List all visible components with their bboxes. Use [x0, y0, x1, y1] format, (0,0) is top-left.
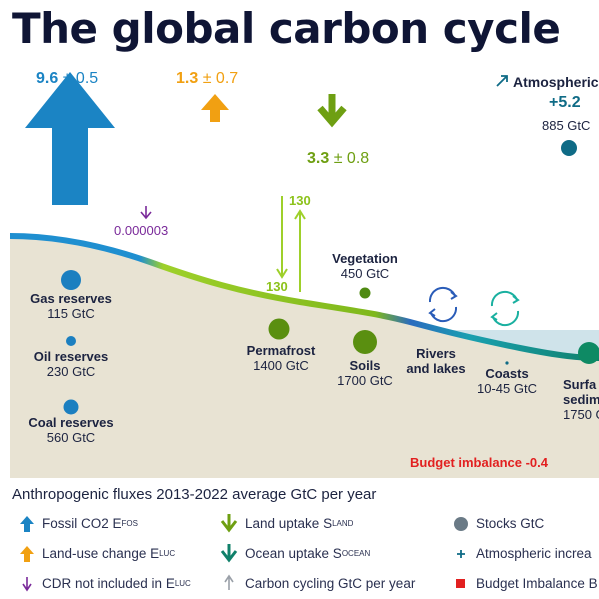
- page-title: The global carbon cycle: [12, 4, 561, 53]
- permafrost-value: 1400 GtC: [253, 358, 309, 373]
- surface-sediments-name-1: Surfa: [563, 377, 597, 392]
- legend-atm-increase-text: Atmospheric increa: [476, 546, 592, 561]
- vegetation-value: 450 GtC: [340, 266, 390, 281]
- legend-item-oceanuptake: Ocean uptake S OCEAN: [245, 546, 370, 561]
- legend-fossil-icon: [20, 516, 34, 532]
- soils-name: Soils: [349, 358, 381, 373]
- coasts-label: Coasts 10-45 GtC: [477, 366, 537, 396]
- cycling-up-arrow-icon: [294, 209, 306, 292]
- surface-sediment-circle: [578, 342, 599, 364]
- legend-atm-increase-icon: [457, 550, 465, 558]
- landuse-flux-label: 1.3 ± 0.7: [176, 70, 238, 88]
- legend-landuptake-icon: [220, 514, 238, 533]
- permafrost-stock-circle: [268, 318, 290, 340]
- ground-area: [10, 236, 599, 478]
- coal-stock-circle: [63, 399, 79, 415]
- legend-oceanuptake-icon: [220, 544, 238, 563]
- coal-reserves-value: 560 GtC: [46, 430, 96, 445]
- land-uptake-arrow-icon: [317, 94, 347, 128]
- fossil-flux-arrow-icon: [25, 72, 115, 205]
- vegetation-stock-circle: [359, 287, 371, 299]
- cycling-down-arrow-icon: [276, 196, 288, 279]
- legend-stocks-icon: [454, 517, 468, 531]
- rivers-cycle-icon: [428, 286, 458, 323]
- surface-sediments-name-2: sedime: [563, 392, 599, 407]
- cycling-down-value: 130: [266, 279, 288, 294]
- budget-imbalance-label: Budget imbalance -0.4: [410, 455, 548, 470]
- vegetation-label: Vegetation 450 GtC: [332, 251, 398, 281]
- coasts-cycle-icon: [490, 290, 520, 327]
- coasts-stock-circle: [505, 361, 509, 365]
- surface-sediments-value: 1750 G: [563, 407, 599, 422]
- oil-reserves-name: Oil reserves: [33, 349, 109, 364]
- permafrost-name: Permafrost: [246, 343, 316, 358]
- legend-cycling-icon: [224, 574, 234, 590]
- cycling-up-value: 130: [289, 193, 311, 208]
- gas-stock-circle: [61, 270, 81, 290]
- legend-cdr-sub: LUC: [174, 579, 191, 588]
- rivers-label: Rivers and lakes: [406, 346, 465, 376]
- legend-item-cdr: CDR not included in E LUC: [42, 576, 191, 591]
- gas-reserves-label: Gas reserves 115 GtC: [30, 291, 112, 321]
- coal-reserves-label: Coal reserves 560 GtC: [28, 415, 113, 445]
- vegetation-name: Vegetation: [332, 251, 398, 266]
- cdr-flux-value: 0.000003: [114, 223, 169, 238]
- legend-item-imbalance: Budget Imbalance B: [476, 576, 598, 591]
- land-surface-line: [9, 233, 599, 361]
- atmospheric-increase-icon: [496, 75, 508, 87]
- legend-cycling-text: Carbon cycling GtC per year: [245, 576, 416, 591]
- legend-landuse-icon: [20, 546, 34, 562]
- atmospheric-increase-value: +5.2: [549, 94, 581, 111]
- land-uptake-flux-value: 3.3: [307, 150, 330, 167]
- legend-cdr-text: CDR not included in E: [42, 576, 175, 591]
- legend-oceanuptake-text: Ocean uptake S: [245, 546, 342, 561]
- legend-landuse-text: Land-use change E: [42, 546, 160, 561]
- rivers-name-2: and lakes: [406, 361, 466, 376]
- legend-item-fossil: Fossil CO2 E FOS: [42, 516, 138, 531]
- legend-oceanuptake-sub: OCEAN: [341, 549, 371, 558]
- atmospheric-stock-value: 885 GtC: [542, 118, 591, 133]
- landuse-flux-value: 1.3: [176, 70, 199, 87]
- land-uptake-flux-label: 3.3 ± 0.8: [307, 150, 369, 168]
- legend-imbalance-icon: [456, 579, 465, 588]
- coasts-value: 10-45 GtC: [477, 381, 537, 396]
- coasts-name: Coasts: [485, 366, 529, 381]
- legend-item-landuse: Land-use change E LUC: [42, 546, 175, 561]
- landuse-flux-arrow-icon: [201, 94, 229, 122]
- legend-imbalance-text: Budget Imbalance B: [476, 576, 598, 591]
- soils-stock-circle: [353, 330, 377, 354]
- soils-value: 1700 GtC: [337, 373, 393, 388]
- legend-item-atm-increase: Atmospheric increa: [476, 546, 592, 561]
- fossil-flux-pm: ± 0.5: [62, 70, 99, 87]
- landuse-flux-pm: ± 0.7: [202, 70, 239, 87]
- permafrost-label: Permafrost 1400 GtC: [247, 343, 316, 373]
- oil-reserves-label: Oil reserves 230 GtC: [34, 349, 108, 379]
- gas-reserves-value: 115 GtC: [47, 306, 95, 321]
- gas-reserves-name: Gas reserves: [30, 291, 112, 306]
- cdr-arrow-icon: [140, 206, 152, 220]
- land-uptake-flux-pm: ± 0.8: [333, 150, 370, 167]
- legend-stocks-text: Stocks GtC: [476, 516, 545, 531]
- coal-reserves-name: Coal reserves: [28, 415, 114, 430]
- legend-landuse-sub: LUC: [159, 549, 176, 558]
- legend-fossil-sub: FOS: [121, 519, 138, 528]
- surface-sediments-label: Surfa sedime 1750 G: [563, 377, 599, 422]
- fossil-flux-value: 9.6: [36, 70, 59, 87]
- legend-landuptake-text: Land uptake S: [245, 516, 333, 531]
- oil-stock-circle: [66, 336, 76, 346]
- legend-fossil-text: Fossil CO2 E: [42, 516, 122, 531]
- atmospheric-label: Atmospheric: [513, 74, 599, 90]
- soils-label: Soils 1700 GtC: [337, 358, 393, 388]
- legend-item-stocks: Stocks GtC: [476, 516, 544, 531]
- fossil-flux-label: 9.6 ± 0.5: [36, 70, 98, 88]
- rivers-name-1: Rivers: [416, 346, 456, 361]
- legend-cdr-icon: [22, 577, 32, 592]
- legend-item-landuptake: Land uptake S LAND: [245, 516, 353, 531]
- legend-item-cycling: Carbon cycling GtC per year: [245, 576, 415, 591]
- legend-landuptake-sub: LAND: [332, 519, 354, 528]
- legend-title: Anthropogenic fluxes 2013-2022 average G…: [12, 486, 377, 503]
- oil-reserves-value: 230 GtC: [46, 364, 96, 379]
- atmospheric-stock-circle: [561, 140, 577, 156]
